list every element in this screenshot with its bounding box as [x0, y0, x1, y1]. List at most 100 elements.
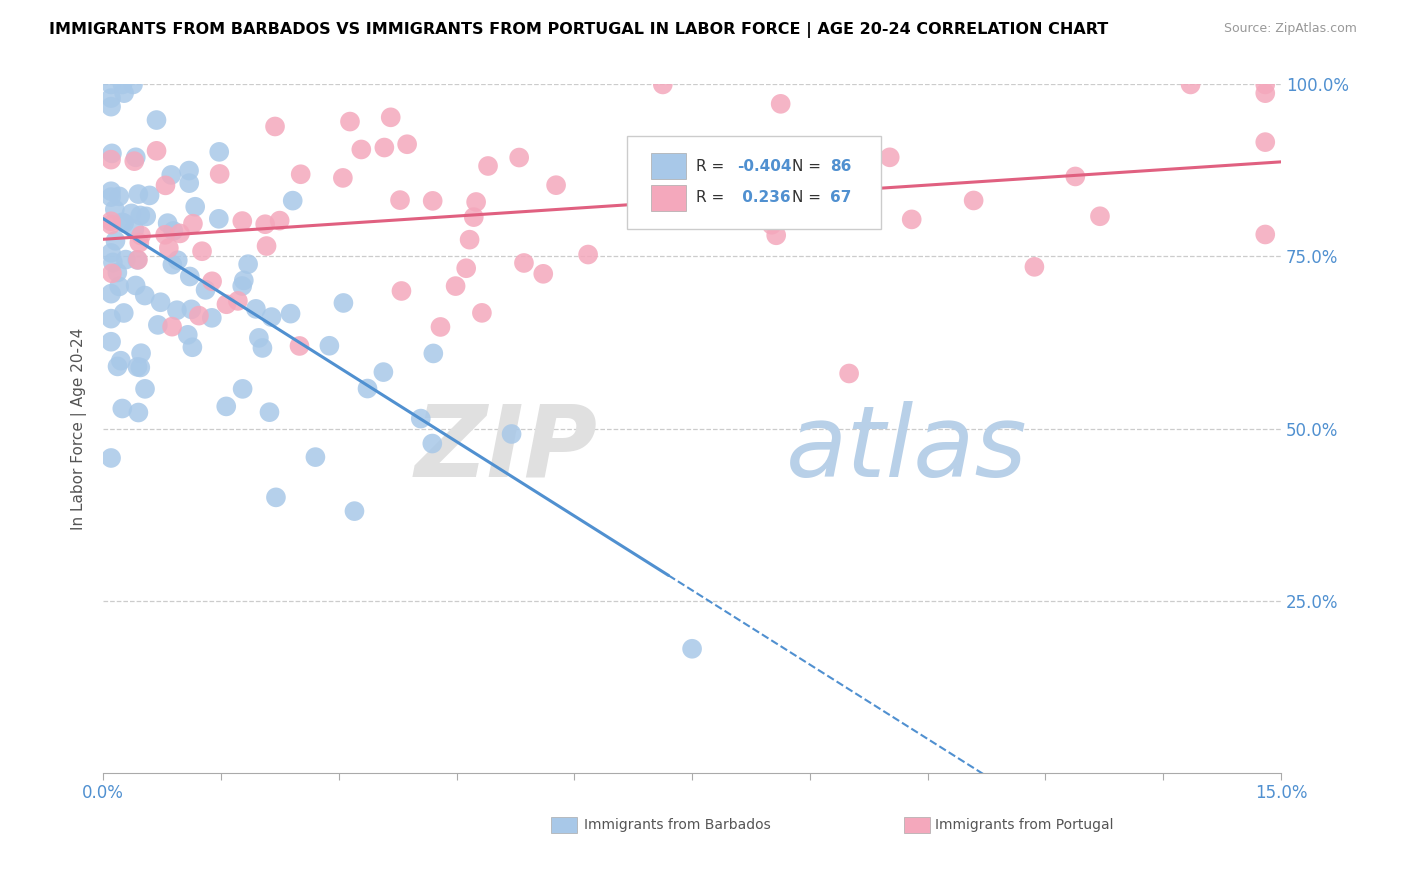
Point [156, 216, 179, 230]
Point [100, 218, 122, 232]
Point [456, 261, 478, 276]
Point [100, 190, 122, 204]
Point [765, 228, 787, 243]
Point [264, 120, 287, 134]
Point [100, 91, 122, 105]
Point [191, 244, 214, 259]
Point [232, 382, 254, 396]
Point [145, 144, 167, 158]
Point [129, 209, 152, 223]
Text: Source: ZipAtlas.com: Source: ZipAtlas.com [1223, 22, 1357, 36]
Point [444, 279, 467, 293]
Point [465, 194, 488, 209]
Point [100, 246, 122, 260]
Point [409, 411, 432, 425]
Y-axis label: In Labor Force | Age 20-24: In Labor Force | Age 20-24 [72, 327, 87, 530]
Point [391, 284, 413, 298]
Point [146, 318, 169, 332]
Point [254, 217, 277, 231]
Point [160, 168, 183, 182]
Point [157, 241, 180, 255]
Point [396, 137, 419, 152]
Point [149, 295, 172, 310]
Point [215, 297, 238, 311]
Point [681, 641, 703, 656]
Point [179, 269, 201, 284]
Text: R =: R = [696, 159, 728, 174]
Point [120, 206, 142, 220]
Text: Immigrants from Barbados: Immigrants from Barbados [583, 818, 770, 832]
Text: 86: 86 [830, 159, 851, 174]
Point [100, 100, 122, 114]
Point [110, 353, 132, 368]
Text: -0.404: -0.404 [737, 159, 792, 174]
Point [129, 346, 152, 360]
Point [458, 233, 481, 247]
Text: atlas: atlas [786, 401, 1028, 498]
Point [108, 279, 131, 293]
Point [129, 360, 152, 375]
Point [531, 267, 554, 281]
Point [1254, 135, 1277, 149]
Point [122, 78, 145, 92]
Point [389, 193, 412, 207]
Point [1254, 78, 1277, 92]
Point [269, 213, 291, 227]
FancyBboxPatch shape [651, 153, 686, 179]
Point [145, 113, 167, 128]
Point [477, 159, 499, 173]
Point [100, 450, 122, 465]
Point [1024, 260, 1046, 274]
Point [122, 154, 145, 169]
Point [290, 167, 312, 181]
Point [208, 145, 231, 159]
Point [304, 450, 326, 464]
Point [420, 436, 443, 450]
Text: R =: R = [696, 191, 728, 205]
Point [129, 228, 152, 243]
Point [100, 153, 122, 167]
Point [380, 111, 402, 125]
Point [339, 114, 361, 128]
Point [162, 224, 184, 238]
Text: N =: N = [792, 159, 827, 174]
Point [166, 253, 188, 268]
Point [179, 176, 201, 190]
Point [761, 218, 783, 232]
Point [181, 340, 204, 354]
Point [100, 214, 122, 228]
Point [245, 301, 267, 316]
Point [356, 382, 378, 396]
Point [236, 257, 259, 271]
Point [422, 346, 444, 360]
Point [162, 258, 184, 272]
Point [181, 217, 204, 231]
Point [281, 194, 304, 208]
Point [112, 86, 135, 100]
Point [256, 239, 278, 253]
Text: Immigrants from Portugal: Immigrants from Portugal [935, 818, 1114, 832]
Point [105, 265, 128, 279]
Point [1254, 86, 1277, 100]
FancyBboxPatch shape [551, 817, 576, 832]
Point [422, 194, 444, 208]
Point [879, 150, 901, 164]
Text: IMMIGRANTS FROM BARBADOS VS IMMIGRANTS FROM PORTUGAL IN LABOR FORCE | AGE 20-24 : IMMIGRANTS FROM BARBADOS VS IMMIGRANTS F… [49, 22, 1108, 38]
Point [153, 227, 176, 242]
Point [264, 491, 287, 505]
Point [177, 327, 200, 342]
Point [100, 334, 122, 349]
Point [471, 306, 494, 320]
Point [280, 307, 302, 321]
Point [107, 359, 129, 374]
Point [226, 293, 249, 308]
Point [900, 212, 922, 227]
Point [260, 310, 283, 324]
Point [201, 274, 224, 288]
Point [100, 286, 122, 301]
Point [501, 427, 523, 442]
Point [576, 247, 599, 261]
Point [187, 309, 209, 323]
Point [769, 96, 792, 111]
Point [124, 222, 146, 236]
